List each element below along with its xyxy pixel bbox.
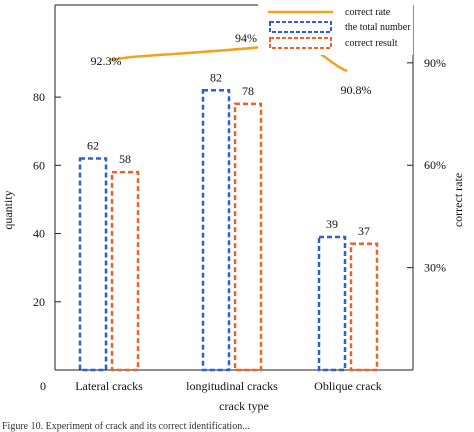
y2-tick-label: 60% [424, 158, 446, 172]
x-axis-title: crack type [219, 399, 269, 413]
bar-value-label: 82 [210, 70, 222, 84]
left-axis-ticks: 0 20 40 60 80 [33, 90, 61, 393]
bar-correct [110, 170, 140, 372]
bar-total [201, 89, 231, 372]
bar-value-label: 37 [358, 224, 370, 238]
legend: correct rate the total number correct re… [258, 2, 413, 55]
y-tick-label: 20 [33, 295, 45, 309]
correct-rate-labels-group: 92.3% 94% 90.8% [91, 31, 372, 97]
category-label: Oblique crack [314, 379, 382, 393]
correct-rate-label: 90.8% [341, 83, 372, 97]
y2-axis-title: correct rate [451, 173, 465, 227]
y-tick-label: 60 [33, 158, 45, 172]
bar-value-label: 58 [119, 152, 131, 166]
bar-value-label: 39 [326, 217, 338, 231]
y-tick-label: 80 [33, 90, 45, 104]
legend-label-correct-rate: correct rate [345, 7, 391, 18]
correct-rate-line [109, 44, 348, 73]
legend-label-total: the total number [345, 22, 411, 33]
category-label: Lateral cracks [75, 379, 143, 393]
y-tick-label: 0 [40, 379, 46, 393]
legend-label-correct: correct result [345, 38, 398, 49]
bar-value-label: 62 [87, 139, 99, 153]
bar-total [78, 157, 108, 372]
legend-swatch-total [269, 21, 332, 33]
legend-swatch-correct [269, 37, 332, 49]
bar-total [317, 235, 347, 372]
bar-labels-group: 62 58 82 78 39 37 [87, 70, 370, 238]
y-tick-label: 40 [33, 227, 45, 241]
bars-group [78, 89, 379, 372]
category-labels-group: Lateral cracks longitudinal cracks Oblique… [75, 379, 382, 393]
bar-correct [349, 242, 379, 372]
plot-frame [54, 4, 414, 371]
bar-correct [233, 102, 263, 372]
figure-caption: Figure 10. Experiment of crack and its c… [2, 421, 250, 432]
correct-rate-label: 94% [235, 31, 257, 45]
y2-tick-label: 30% [424, 261, 446, 275]
correct-rate-label: 92.3% [91, 54, 122, 68]
category-label: longitudinal cracks [186, 379, 278, 393]
right-axis-ticks: 30% 60% 90% [407, 56, 446, 275]
y-axis-title: quantity [1, 190, 15, 229]
bar-value-label: 78 [242, 84, 254, 98]
y2-tick-label: 90% [424, 56, 446, 70]
